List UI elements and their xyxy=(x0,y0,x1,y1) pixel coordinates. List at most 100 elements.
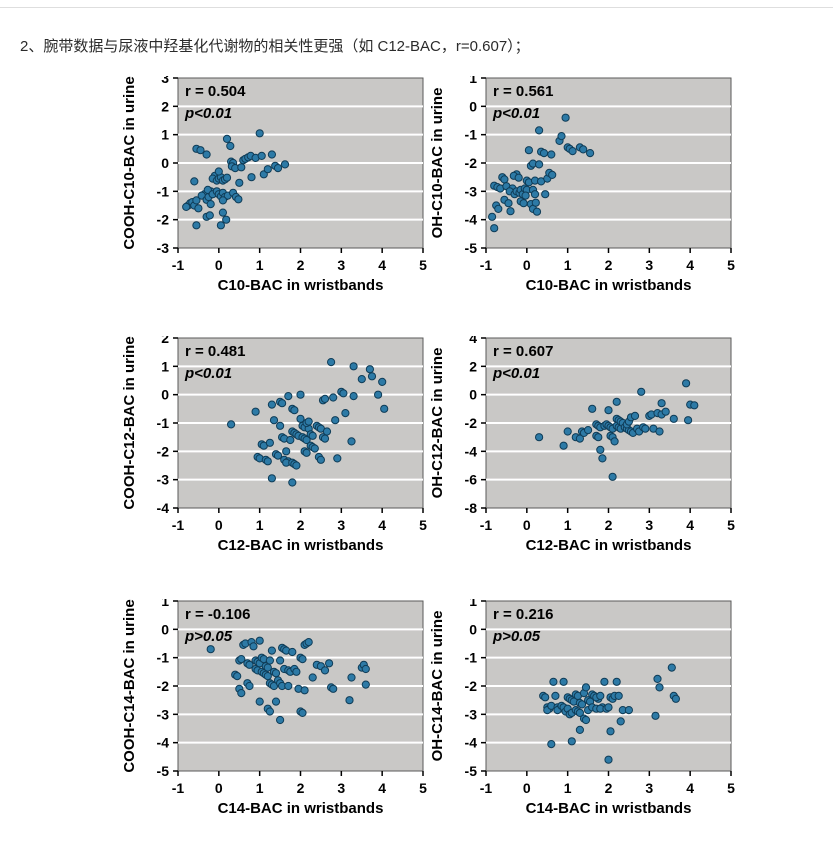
scatter-point xyxy=(282,447,291,456)
scatter-point xyxy=(276,421,285,430)
pvalue-annotation: p<0.01 xyxy=(492,365,540,382)
scatter-point xyxy=(216,221,226,230)
scatter-point xyxy=(308,673,317,682)
y-tick-label: -4 xyxy=(157,500,170,516)
scatter-plot-cooh-c10: -3 -2 -1 0 1 2 3 -1 0 1 2 3 4 5 r = 0.504 p<0.01 C10-BAC… xyxy=(100,76,432,306)
scatter-point xyxy=(292,461,301,470)
plot-svg: -4 -3 -2 -1 0 1 2 -1 0 1 2 3 4 5 r = 0.481 p<0.01 C12-BA… xyxy=(121,336,427,554)
scatter-point xyxy=(506,207,515,216)
scatter-point xyxy=(667,663,676,672)
scatter-point xyxy=(227,420,236,429)
top-divider xyxy=(0,7,833,8)
scatter-point xyxy=(255,636,264,645)
pvalue-annotation: p<0.01 xyxy=(492,105,540,122)
scatter-point xyxy=(218,196,228,205)
x-axis-label: C10-BAC in wristbands xyxy=(218,277,384,294)
scatter-point xyxy=(541,693,550,702)
scatter-point xyxy=(310,444,319,453)
scatter-point xyxy=(298,708,307,718)
scatter-point xyxy=(682,379,691,388)
x-tick-label: 5 xyxy=(419,780,427,796)
scatter-point xyxy=(245,681,254,691)
x-tick-label: 0 xyxy=(215,780,223,796)
x-tick-label: -1 xyxy=(172,517,185,533)
x-tick-label: -1 xyxy=(172,257,185,273)
x-tick-label: 1 xyxy=(256,780,264,796)
scatter-point xyxy=(304,417,313,426)
scatter-point xyxy=(276,715,285,725)
y-axis-label: OH-C10-BAC in urine xyxy=(429,88,446,239)
x-tick-label: 3 xyxy=(645,517,653,533)
y-tick-label: 0 xyxy=(161,387,169,403)
scatter-point xyxy=(284,681,293,691)
scatter-point xyxy=(690,401,699,410)
scatter-point xyxy=(267,646,276,655)
scatter-point xyxy=(331,416,340,425)
scatter-point xyxy=(547,150,556,159)
scatter-point xyxy=(284,392,293,401)
scatter-point xyxy=(606,727,615,736)
scatter-point xyxy=(286,435,295,445)
scatter-point xyxy=(535,433,544,442)
scatter-point xyxy=(561,113,570,122)
scatter-plot-cooh-c12: -4 -3 -2 -1 0 1 2 -1 0 1 2 3 4 5 r = 0.481 p<0.01 C12-BA… xyxy=(100,336,432,566)
scatter-point xyxy=(532,207,542,216)
scatter-point xyxy=(641,424,650,433)
scatter-point xyxy=(233,672,242,681)
scatter-point xyxy=(657,399,666,408)
scatter-point xyxy=(302,448,311,457)
scatter-point xyxy=(380,404,389,413)
correlation-annotation: r = -0.106 xyxy=(185,606,250,623)
pvalue-annotation: p>0.05 xyxy=(492,628,541,645)
y-axis-label: COOH-C10-BAC in urine xyxy=(121,76,138,249)
scatter-point xyxy=(604,703,613,712)
scatter-plot-oh-c10: -5 -4 -3 -2 -1 0 1 -1 0 1 2 3 4 5 r = 0.561 p<0.01 C10-B… xyxy=(408,76,740,306)
scatter-point xyxy=(596,691,605,701)
scatter-point xyxy=(614,691,623,701)
scatter-point xyxy=(288,647,297,657)
x-tick-label: 3 xyxy=(337,257,345,273)
x-tick-label: 2 xyxy=(605,517,613,533)
scatter-point xyxy=(357,375,366,384)
scatter-point xyxy=(327,358,336,367)
scatter-point xyxy=(273,451,283,460)
y-tick-label: -3 xyxy=(157,706,170,722)
scatter-point xyxy=(541,190,550,199)
scatter-point xyxy=(265,707,274,716)
scatter-point xyxy=(320,666,330,675)
scatter-point xyxy=(329,684,338,693)
scatter-point xyxy=(251,407,260,416)
x-tick-label: 1 xyxy=(256,517,264,533)
y-tick-label: 1 xyxy=(161,358,169,374)
scatter-point xyxy=(271,697,281,706)
scatter-point xyxy=(329,393,338,402)
scatter-point xyxy=(586,149,595,158)
y-tick-label: -2 xyxy=(465,678,478,694)
x-tick-label: -1 xyxy=(480,257,493,273)
y-tick-label: -1 xyxy=(157,415,170,431)
scatter-point xyxy=(325,659,334,668)
scatter-point xyxy=(361,680,370,689)
scatter-point xyxy=(347,673,356,682)
scatter-point xyxy=(276,656,285,665)
y-tick-label: 2 xyxy=(161,98,169,114)
scatter-point xyxy=(604,755,613,764)
x-tick-label: 0 xyxy=(215,257,223,273)
x-tick-label: 2 xyxy=(297,780,305,796)
scatter-point xyxy=(271,669,281,678)
scatter-point xyxy=(349,392,358,401)
scatter-point xyxy=(190,177,199,186)
scatter-point xyxy=(255,129,264,138)
y-tick-label: -1 xyxy=(465,127,478,143)
caption-text: 2、腕带数据与尿液中羟基化代谢物的相关性更强（如 C12-BAC，r=0.607… xyxy=(20,38,530,55)
scatter-point xyxy=(265,438,274,447)
scatter-point xyxy=(500,175,509,184)
y-tick-label: -4 xyxy=(157,735,170,751)
y-axis-label: COOH-C14-BAC in urine xyxy=(121,599,138,772)
plot-svg: -5 -4 -3 -2 -1 0 1 -1 0 1 2 3 4 5 r = 0.561 p<0.01 C10-B… xyxy=(429,76,735,294)
scatter-point xyxy=(182,202,191,211)
scatter-point xyxy=(535,160,544,169)
x-tick-label: 4 xyxy=(686,517,694,533)
y-tick-label: 2 xyxy=(469,358,477,374)
scatter-point xyxy=(490,224,499,233)
